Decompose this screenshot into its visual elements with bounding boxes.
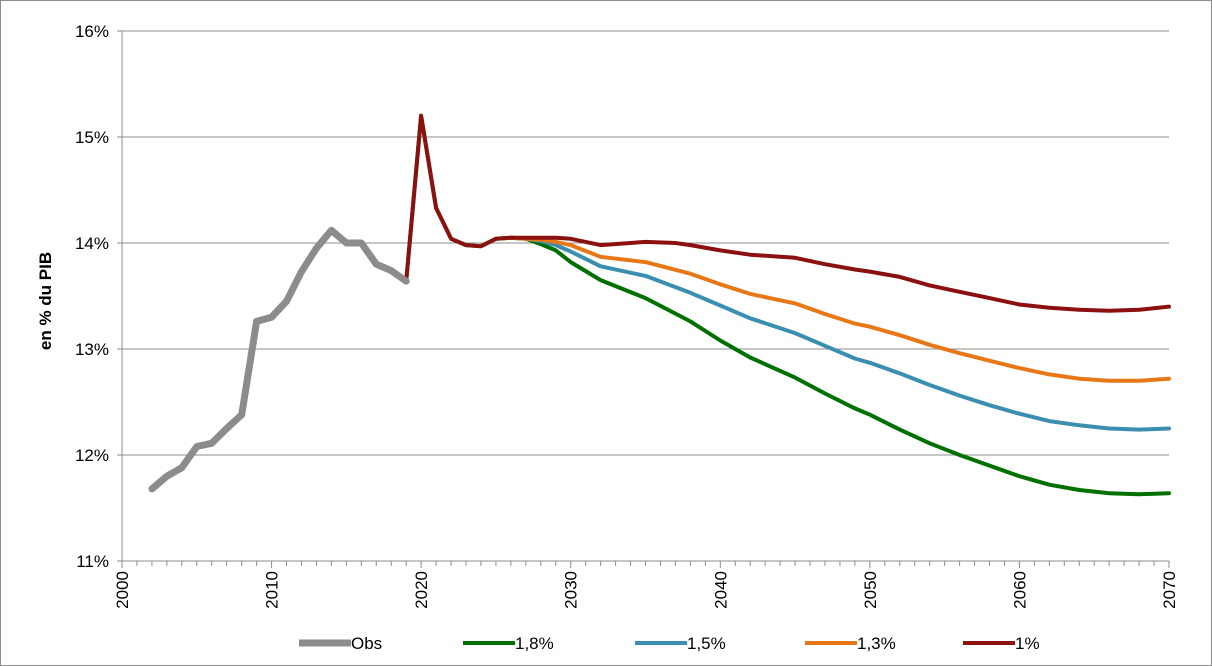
x-tick-labels: 2000 2010 2020 2030 2040 2050 2060 2070 (113, 571, 1179, 609)
x-tick-label: 2050 (861, 571, 880, 609)
series-line-0 (148, 226, 410, 493)
y-tick-label: 15% (75, 128, 109, 147)
axes (117, 30, 1170, 568)
y-axis-label: en % du PIB (36, 252, 55, 350)
y-tick-labels: 11% 12% 13% 14% 15% 16% (75, 22, 109, 571)
x-tick-label: 2010 (263, 571, 282, 609)
y-tick-label: 14% (75, 234, 109, 253)
series-line-1 (404, 113, 1171, 497)
x-tick-label: 2070 (1160, 571, 1179, 609)
series-lines (148, 113, 1171, 497)
legend-label: 1,5% (687, 634, 726, 653)
y-tick-label: 12% (75, 446, 109, 465)
x-tick-label: 2020 (412, 571, 431, 609)
x-tick-label: 2060 (1010, 571, 1029, 609)
legend-label: 1% (1015, 634, 1040, 653)
y-tick-label: 13% (75, 340, 109, 359)
series-line-2 (493, 235, 1171, 432)
x-tick-label: 2030 (562, 571, 581, 609)
legend: Obs 1,8% 1,5% 1,3% 1% (299, 634, 1040, 653)
legend-label: 1,3% (857, 634, 896, 653)
series-line-4 (404, 113, 1171, 313)
legend-label: 1,8% (515, 634, 554, 653)
y-tick-label: 11% (76, 552, 109, 571)
y-tick-label: 16% (75, 22, 109, 41)
x-tick-label: 2000 (113, 571, 132, 609)
series-line-3 (493, 235, 1171, 383)
x-tick-label: 2040 (711, 571, 730, 609)
legend-label: Obs (351, 634, 382, 653)
